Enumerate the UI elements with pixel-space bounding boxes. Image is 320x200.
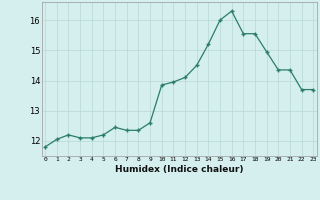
X-axis label: Humidex (Indice chaleur): Humidex (Indice chaleur): [115, 165, 244, 174]
